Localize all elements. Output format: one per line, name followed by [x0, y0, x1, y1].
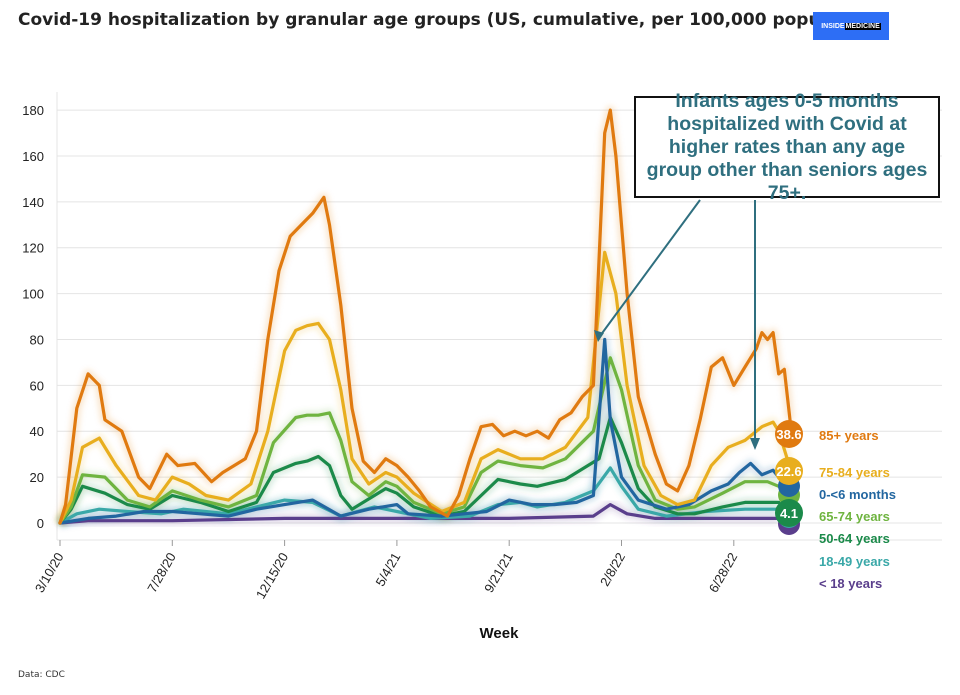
legend-label: 50-64 years — [819, 531, 890, 546]
chart-title: Covid-19 hospitalization by granular age… — [18, 10, 884, 30]
x-tick-label: 6/28/22 — [706, 550, 741, 595]
series-line-0-6-months — [58, 337, 781, 525]
series-line-18-years — [58, 503, 781, 525]
legend-label: 85+ years — [819, 428, 879, 443]
series-line-75-84-years — [58, 250, 792, 525]
x-tick-label: 7/28/20 — [144, 550, 179, 595]
x-tick-label: 3/10/20 — [32, 550, 67, 595]
series-line-85-years — [58, 108, 792, 525]
end-bubble-50-64-years — [775, 499, 803, 527]
series-lines — [58, 108, 792, 525]
data-source: Data: CDC — [18, 670, 65, 680]
y-axis-ticks: 0 20 40 60 80 100 120 140 160 180 — [22, 103, 44, 531]
y-tick-label: 140 — [22, 195, 44, 210]
x-axis-label: Week — [480, 625, 520, 642]
y-tick-label: 20 — [30, 470, 44, 485]
annotation-box: Infants ages 0-5 months hospitalized wit… — [634, 90, 940, 204]
y-tick-label: 0 — [37, 516, 44, 531]
legend-label: < 18 years — [819, 576, 882, 591]
y-tick-label: 160 — [22, 149, 44, 164]
legend: 85+ years 75-84 years 0-<6 months 65-74 yea… — [819, 428, 896, 591]
annotation-arrows — [594, 199, 760, 450]
x-tick-label: 12/15/20 — [253, 550, 291, 601]
grid-lines — [56, 92, 942, 541]
inside-medicine-logo: INSIDE MEDICINE — [813, 12, 889, 40]
x-tick-label: 9/21/21 — [481, 550, 516, 595]
y-tick-label: 100 — [22, 287, 44, 302]
y-tick-label: 80 — [30, 332, 44, 347]
y-tick-label: 40 — [30, 424, 44, 439]
x-tick-label: 2/8/22 — [597, 550, 628, 589]
legend-label: 65-74 years — [819, 509, 890, 524]
x-tick-label: 5/4/21 — [372, 550, 403, 589]
legend-label: 75-84 years — [819, 465, 890, 480]
end-bubble-75-84-years — [775, 457, 803, 485]
end-value-bubbles: 38.6 22.6 4.1 — [775, 420, 803, 535]
y-tick-label: 60 — [30, 378, 44, 393]
legend-label: 0-<6 months — [819, 487, 896, 502]
y-tick-label: 180 — [22, 103, 44, 118]
end-value-label: 4.1 — [780, 506, 798, 521]
x-axis-ticks: 3/10/20 7/28/20 12/15/20 5/4/21 9/21/21 2/8/2… — [32, 540, 740, 601]
series-line-50-64-years — [58, 415, 781, 525]
end-value-label: 38.6 — [776, 427, 801, 442]
end-value-label: 22.6 — [776, 464, 801, 479]
y-tick-label: 120 — [22, 241, 44, 256]
legend-label: 18-49 years — [819, 554, 890, 569]
end-bubble-85-years — [775, 420, 803, 448]
series-line-65-74-years — [58, 356, 781, 525]
